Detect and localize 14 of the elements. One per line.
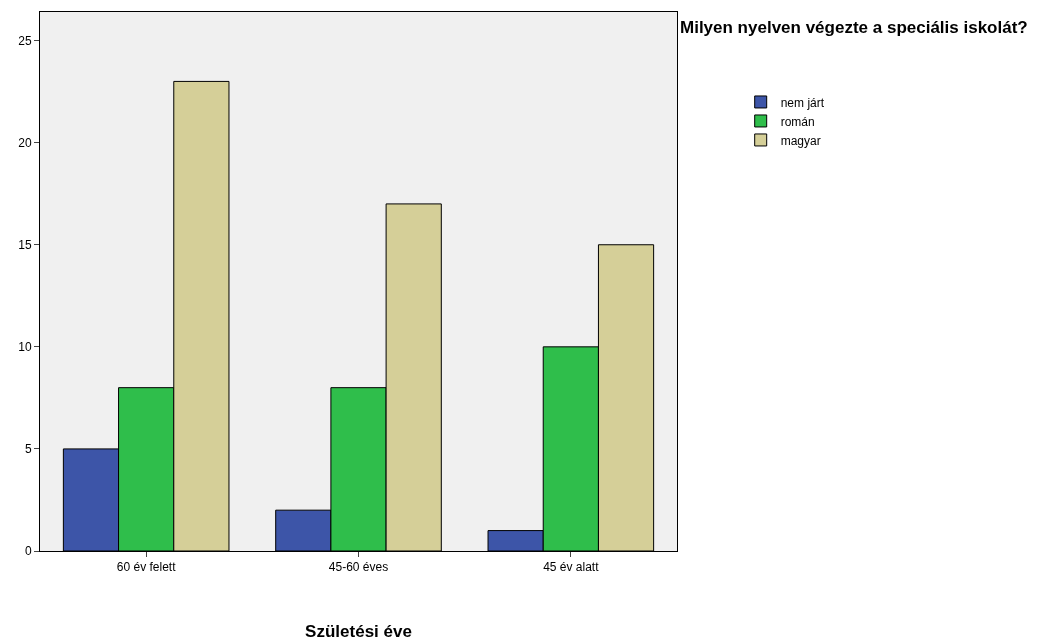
- legend-label: román: [780, 114, 815, 129]
- legend-label: magyar: [780, 133, 821, 148]
- x-tick-label: 45-60 éves: [328, 560, 389, 575]
- y-tick-label: 10: [18, 340, 32, 355]
- y-tick-label: 25: [18, 33, 32, 48]
- x-tick-label: 60 év felett: [116, 560, 177, 575]
- y-tick-label: 20: [18, 135, 32, 150]
- x-tick-label: 45 év alatt: [543, 560, 600, 575]
- y-tick-label: 5: [24, 442, 32, 457]
- y-tick-label: 15: [18, 237, 32, 252]
- legend-title: Milyen nyelven végezte a speciális iskolát?: [680, 17, 1029, 39]
- legend-label: nem járt: [780, 95, 825, 110]
- x-axis-title: Születési éve: [305, 622, 412, 641]
- y-tick-label: 0: [24, 544, 32, 559]
